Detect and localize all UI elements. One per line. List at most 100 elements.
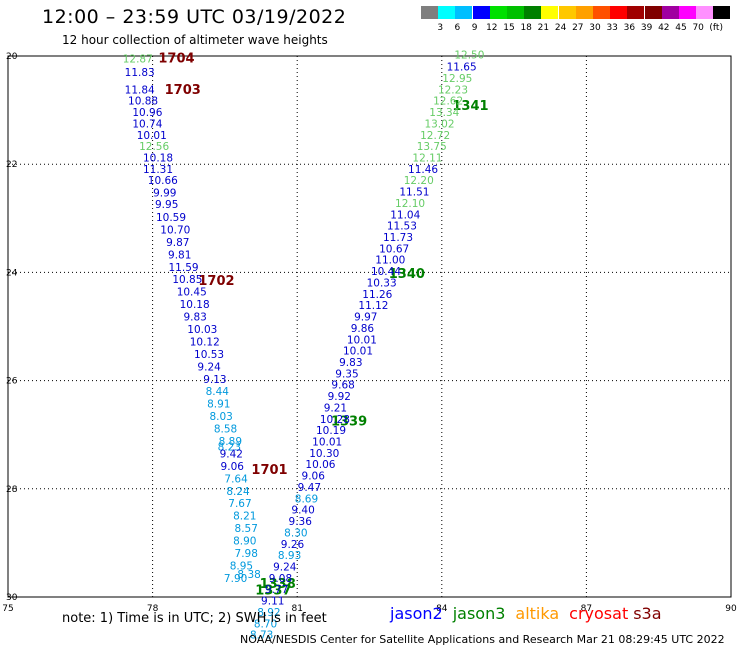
color-swatch <box>455 6 473 19</box>
lon-tick-label: 75 <box>2 604 13 614</box>
wave-height-value: 8.57 <box>235 523 258 535</box>
wave-height-value: 11.04 <box>390 209 420 221</box>
axis-labels: 75 78 81 84 87 90 20 22 24 26 28 30 <box>2 52 737 614</box>
wave-height-value: 11.83 <box>125 67 155 79</box>
color-scale-label: 27 <box>572 23 584 33</box>
wave-height-value: 12.56 <box>139 141 169 153</box>
color-swatch <box>713 6 731 19</box>
satellite-jason3: jason3 <box>452 604 506 623</box>
color-scale-label: 9 <box>471 23 478 33</box>
wave-height-value: 11.65 <box>447 62 477 74</box>
color-scale-label: 3 <box>437 23 444 33</box>
wave-height-value: 8.92 <box>257 607 280 619</box>
wave-height-value: 10.66 <box>148 175 178 187</box>
color-swatch <box>524 6 542 19</box>
wave-height-value: 9.97 <box>354 312 377 324</box>
wave-height-value: 12.10 <box>395 198 425 210</box>
wave-height-value: 9.24 <box>273 561 297 573</box>
color-scale-label: 33 <box>606 23 618 33</box>
wave-height-value: 10.01 <box>343 346 373 358</box>
wave-height-value: 7.98 <box>235 548 258 560</box>
wave-height-value: 13.02 <box>424 118 454 130</box>
wave-height-value: 10.88 <box>128 96 158 108</box>
satellite-jason2: jason2 <box>390 604 443 623</box>
wave-height-value: 10.53 <box>194 349 224 361</box>
wave-height-value: 10.01 <box>312 437 342 449</box>
wave-height-value: 10.67 <box>379 243 409 255</box>
color-scale-label: 12 <box>486 23 498 33</box>
wave-height-value: 8.70 <box>254 618 277 630</box>
color-scale-label: 45 <box>675 23 687 33</box>
wave-height-value: 13.75 <box>417 141 447 153</box>
wave-height-value: 10.85 <box>172 274 202 286</box>
wave-height-value: 8.90 <box>233 536 256 548</box>
lat-tick-label: 26 <box>6 377 18 387</box>
lon-tick-label: 90 <box>725 604 737 614</box>
color-scale-label: 30 <box>589 23 601 33</box>
color-swatch <box>661 6 679 19</box>
wave-height-value: 10.30 <box>309 448 339 460</box>
wave-height-value: 9.42 <box>220 448 243 460</box>
wave-height-value: 8.38 <box>237 569 260 581</box>
map-title: 12:00 – 23:59 UTC 03/19/2022 <box>42 6 347 28</box>
color-scale-unit: (ft) <box>709 23 723 33</box>
wave-height-value: 8.69 <box>295 493 318 505</box>
track-label: 1702 <box>198 274 234 289</box>
wave-height-value: 11.31 <box>143 164 173 176</box>
wave-height-value: 9.24 <box>197 361 221 373</box>
color-swatch <box>421 6 438 19</box>
satellite-s3a: s3a <box>633 604 662 623</box>
wave-height-value: 12.50 <box>454 50 484 62</box>
wave-height-value: 8.93 <box>278 550 301 562</box>
wave-height-value: 9.81 <box>168 249 191 261</box>
wave-height-value: 9.08 <box>269 573 292 585</box>
credit-text: NOAA/NESDIS Center for Satellite Applica… <box>240 633 725 646</box>
wave-height-value: 8.24 <box>226 486 250 498</box>
color-scale-label: 6 <box>454 23 461 33</box>
lat-tick-label: 22 <box>6 160 17 170</box>
wave-height-value: 10.12 <box>190 336 220 348</box>
wave-height-value: 11.46 <box>408 164 438 176</box>
wave-height-value: 8.21 <box>233 511 256 523</box>
wave-height-value: 11.00 <box>375 255 405 267</box>
color-swatch <box>575 6 593 19</box>
map-frame <box>7 55 732 598</box>
wave-height-value: 8.73 <box>250 630 273 642</box>
color-scale-label: 21 <box>537 23 550 33</box>
wave-height-value: 10.44 <box>371 266 401 278</box>
color-scale-label: 15 <box>503 23 515 33</box>
wave-height-value: 8.03 <box>209 411 232 423</box>
color-swatch <box>593 6 610 19</box>
track-label: 1703 <box>165 83 201 98</box>
lat-tick-label: 28 <box>6 485 18 495</box>
wave-height-value: 9.47 <box>298 482 321 494</box>
track-label: 1341 <box>452 99 488 114</box>
lon-tick-label: 87 <box>581 604 592 614</box>
lon-tick-label: 81 <box>291 604 302 614</box>
color-swatch <box>696 6 714 19</box>
lon-tick-label: 84 <box>436 604 448 614</box>
note-text: note: 1) Time is in UTC; 2) SWH is in fe… <box>62 611 327 626</box>
wave-height-value: 11.53 <box>387 221 417 233</box>
color-swatch <box>627 6 645 19</box>
wave-height-value: 10.96 <box>132 107 162 119</box>
wave-height-value: 9.87 <box>166 237 189 249</box>
wave-height-value: 7.64 <box>224 473 248 485</box>
wave-height-value: 9.77 <box>265 584 288 596</box>
satellite-altika: altika <box>515 604 560 623</box>
wave-height-value: 10.33 <box>367 277 397 289</box>
track-label: 1339 <box>331 415 367 430</box>
wave-height-value: 10.70 <box>160 224 190 236</box>
wave-height-value: 12.11 <box>412 152 442 164</box>
wave-height-value: 9.68 <box>331 380 354 392</box>
color-swatch <box>438 6 456 19</box>
wave-height-value: 8.58 <box>214 424 237 436</box>
lat-tick-label: 20 <box>6 52 18 62</box>
lon-tick-label: 78 <box>147 604 159 614</box>
wave-height-value: 10.01 <box>137 130 167 142</box>
wave-height-value: 10.59 <box>156 212 186 224</box>
color-swatch <box>610 6 628 19</box>
track-label: 1340 <box>389 267 425 282</box>
